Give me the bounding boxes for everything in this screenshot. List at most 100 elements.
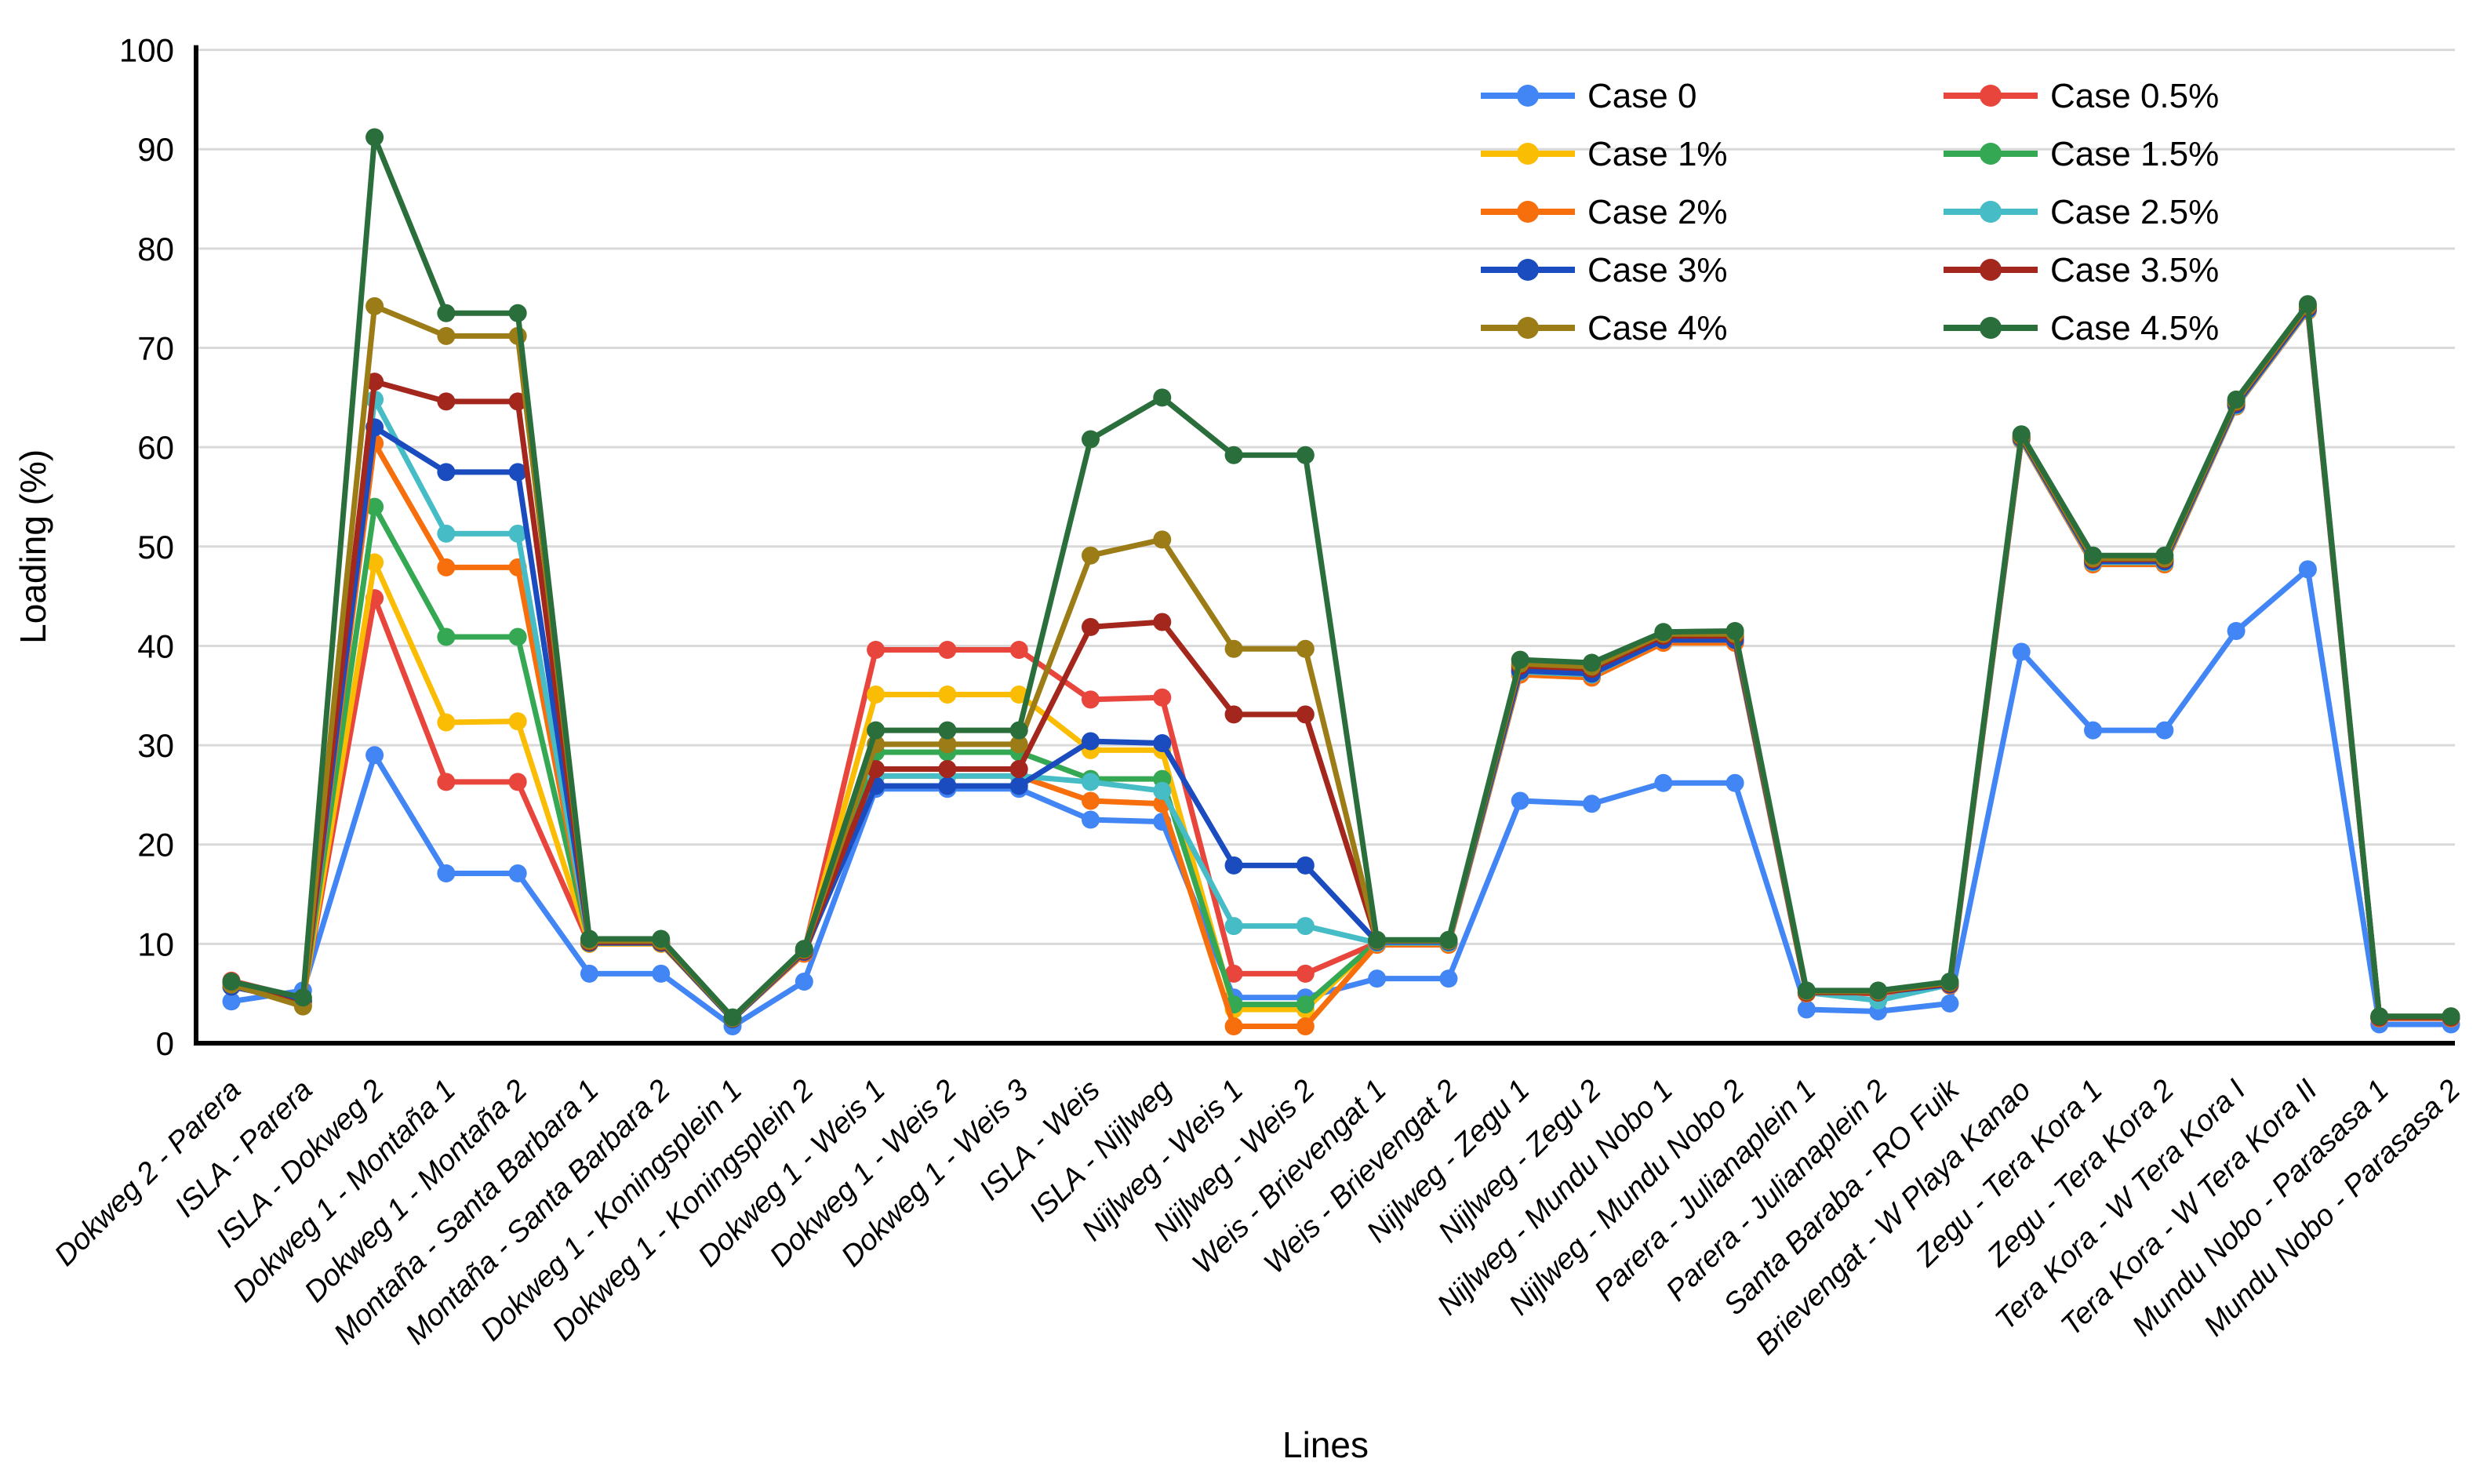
data-point xyxy=(437,463,456,482)
data-point xyxy=(1797,981,1816,1000)
series-line xyxy=(231,306,2451,1023)
data-point xyxy=(437,864,456,882)
series-line xyxy=(231,305,2451,1023)
series-line xyxy=(231,306,2451,1023)
data-point xyxy=(437,524,456,543)
legend-marker-dot xyxy=(1980,85,2002,107)
data-point xyxy=(1081,690,1100,709)
data-point xyxy=(1296,705,1315,724)
data-point xyxy=(437,627,456,646)
data-point xyxy=(795,972,813,991)
y-tick-label-30: 30 xyxy=(137,727,174,764)
data-point xyxy=(1153,530,1172,549)
data-point xyxy=(508,773,527,791)
data-point xyxy=(365,128,384,147)
y-axis-title: Loading (%) xyxy=(13,449,53,644)
data-point xyxy=(1511,650,1529,669)
data-point xyxy=(1081,791,1100,810)
data-point xyxy=(437,713,456,732)
legend-label: Case 0 xyxy=(1587,77,1696,115)
legend-label: Case 2.5% xyxy=(2050,193,2219,231)
y-tick-label-40: 40 xyxy=(137,627,174,664)
data-point xyxy=(1296,446,1315,464)
series-line xyxy=(231,307,2451,1023)
data-point xyxy=(1224,1017,1243,1035)
x-axis-title: Lines xyxy=(1282,1424,1369,1465)
data-point xyxy=(1726,621,1744,640)
data-point xyxy=(1583,795,1602,813)
series-case-4-5- xyxy=(222,128,2460,1027)
data-point xyxy=(1081,617,1100,636)
data-point xyxy=(1368,969,1387,988)
y-tick-label-10: 10 xyxy=(137,926,174,962)
data-point xyxy=(293,988,312,1007)
legend-marker-dot xyxy=(1980,143,2002,165)
data-point xyxy=(437,558,456,577)
data-point xyxy=(508,524,527,543)
data-point xyxy=(867,685,885,704)
data-point xyxy=(1940,994,1959,1013)
legend-item-case-4-: Case 4% xyxy=(1481,309,1728,347)
data-point xyxy=(1224,964,1243,983)
data-point xyxy=(365,746,384,765)
data-point xyxy=(1081,430,1100,449)
data-point xyxy=(652,929,671,948)
legend: Case 0 Case 0.5% Case 1% Case 1.5% Case 2% Ca… xyxy=(1481,77,2219,347)
data-point xyxy=(580,964,598,983)
data-point xyxy=(1009,721,1028,740)
legend-label: Case 4.5% xyxy=(2050,309,2219,347)
data-point xyxy=(2012,642,2031,661)
data-point xyxy=(2155,721,2174,740)
data-point xyxy=(1153,688,1172,707)
data-point xyxy=(938,777,957,795)
data-point xyxy=(1511,791,1529,810)
series-line xyxy=(231,307,2451,1023)
y-tick-label-0: 0 xyxy=(156,1025,174,1062)
axes xyxy=(194,45,2455,1046)
data-point xyxy=(1296,917,1315,936)
data-point xyxy=(1726,773,1744,792)
series-line xyxy=(230,303,2451,1021)
legend-label: Case 3% xyxy=(1587,251,1728,289)
data-point xyxy=(1081,732,1100,751)
legend-item-case-2-: Case 2% xyxy=(1481,193,1728,231)
data-point xyxy=(652,964,671,983)
legend-marker-dot xyxy=(1517,201,1539,223)
data-point xyxy=(1296,964,1315,983)
y-tick-label-80: 80 xyxy=(137,231,174,267)
data-point xyxy=(938,685,957,704)
data-point xyxy=(1224,446,1243,464)
data-point xyxy=(1153,734,1172,753)
data-point xyxy=(508,864,527,882)
data-point xyxy=(938,759,957,778)
series-line xyxy=(231,308,2451,1029)
legend-marker-dot xyxy=(1517,259,1539,281)
data-point xyxy=(437,304,456,322)
data-point xyxy=(1153,781,1172,800)
data-point xyxy=(1009,759,1028,778)
series-line xyxy=(230,304,2451,1021)
data-point xyxy=(1224,639,1243,658)
legend-marker-dot xyxy=(1980,317,2002,339)
y-tick-label-90: 90 xyxy=(137,131,174,168)
legend-item-case-0: Case 0 xyxy=(1481,77,1696,115)
legend-label: Case 4% xyxy=(1587,309,1728,347)
data-point xyxy=(1368,930,1387,949)
legend-item-case-2-5-: Case 2.5% xyxy=(1944,193,2219,231)
data-point xyxy=(508,627,527,646)
data-series xyxy=(222,128,2460,1035)
data-point xyxy=(1009,777,1028,795)
legend-item-case-3-: Case 3% xyxy=(1481,251,1728,289)
data-point xyxy=(2084,721,2103,740)
y-tick-label-60: 60 xyxy=(137,429,174,466)
data-point xyxy=(365,553,384,572)
data-point xyxy=(2370,1007,2389,1026)
data-point xyxy=(222,972,241,991)
legend-marker-dot xyxy=(1517,317,1539,339)
data-point xyxy=(222,992,241,1011)
data-point xyxy=(1224,856,1243,875)
y-tick-label-50: 50 xyxy=(137,529,174,566)
data-point xyxy=(1296,856,1315,875)
